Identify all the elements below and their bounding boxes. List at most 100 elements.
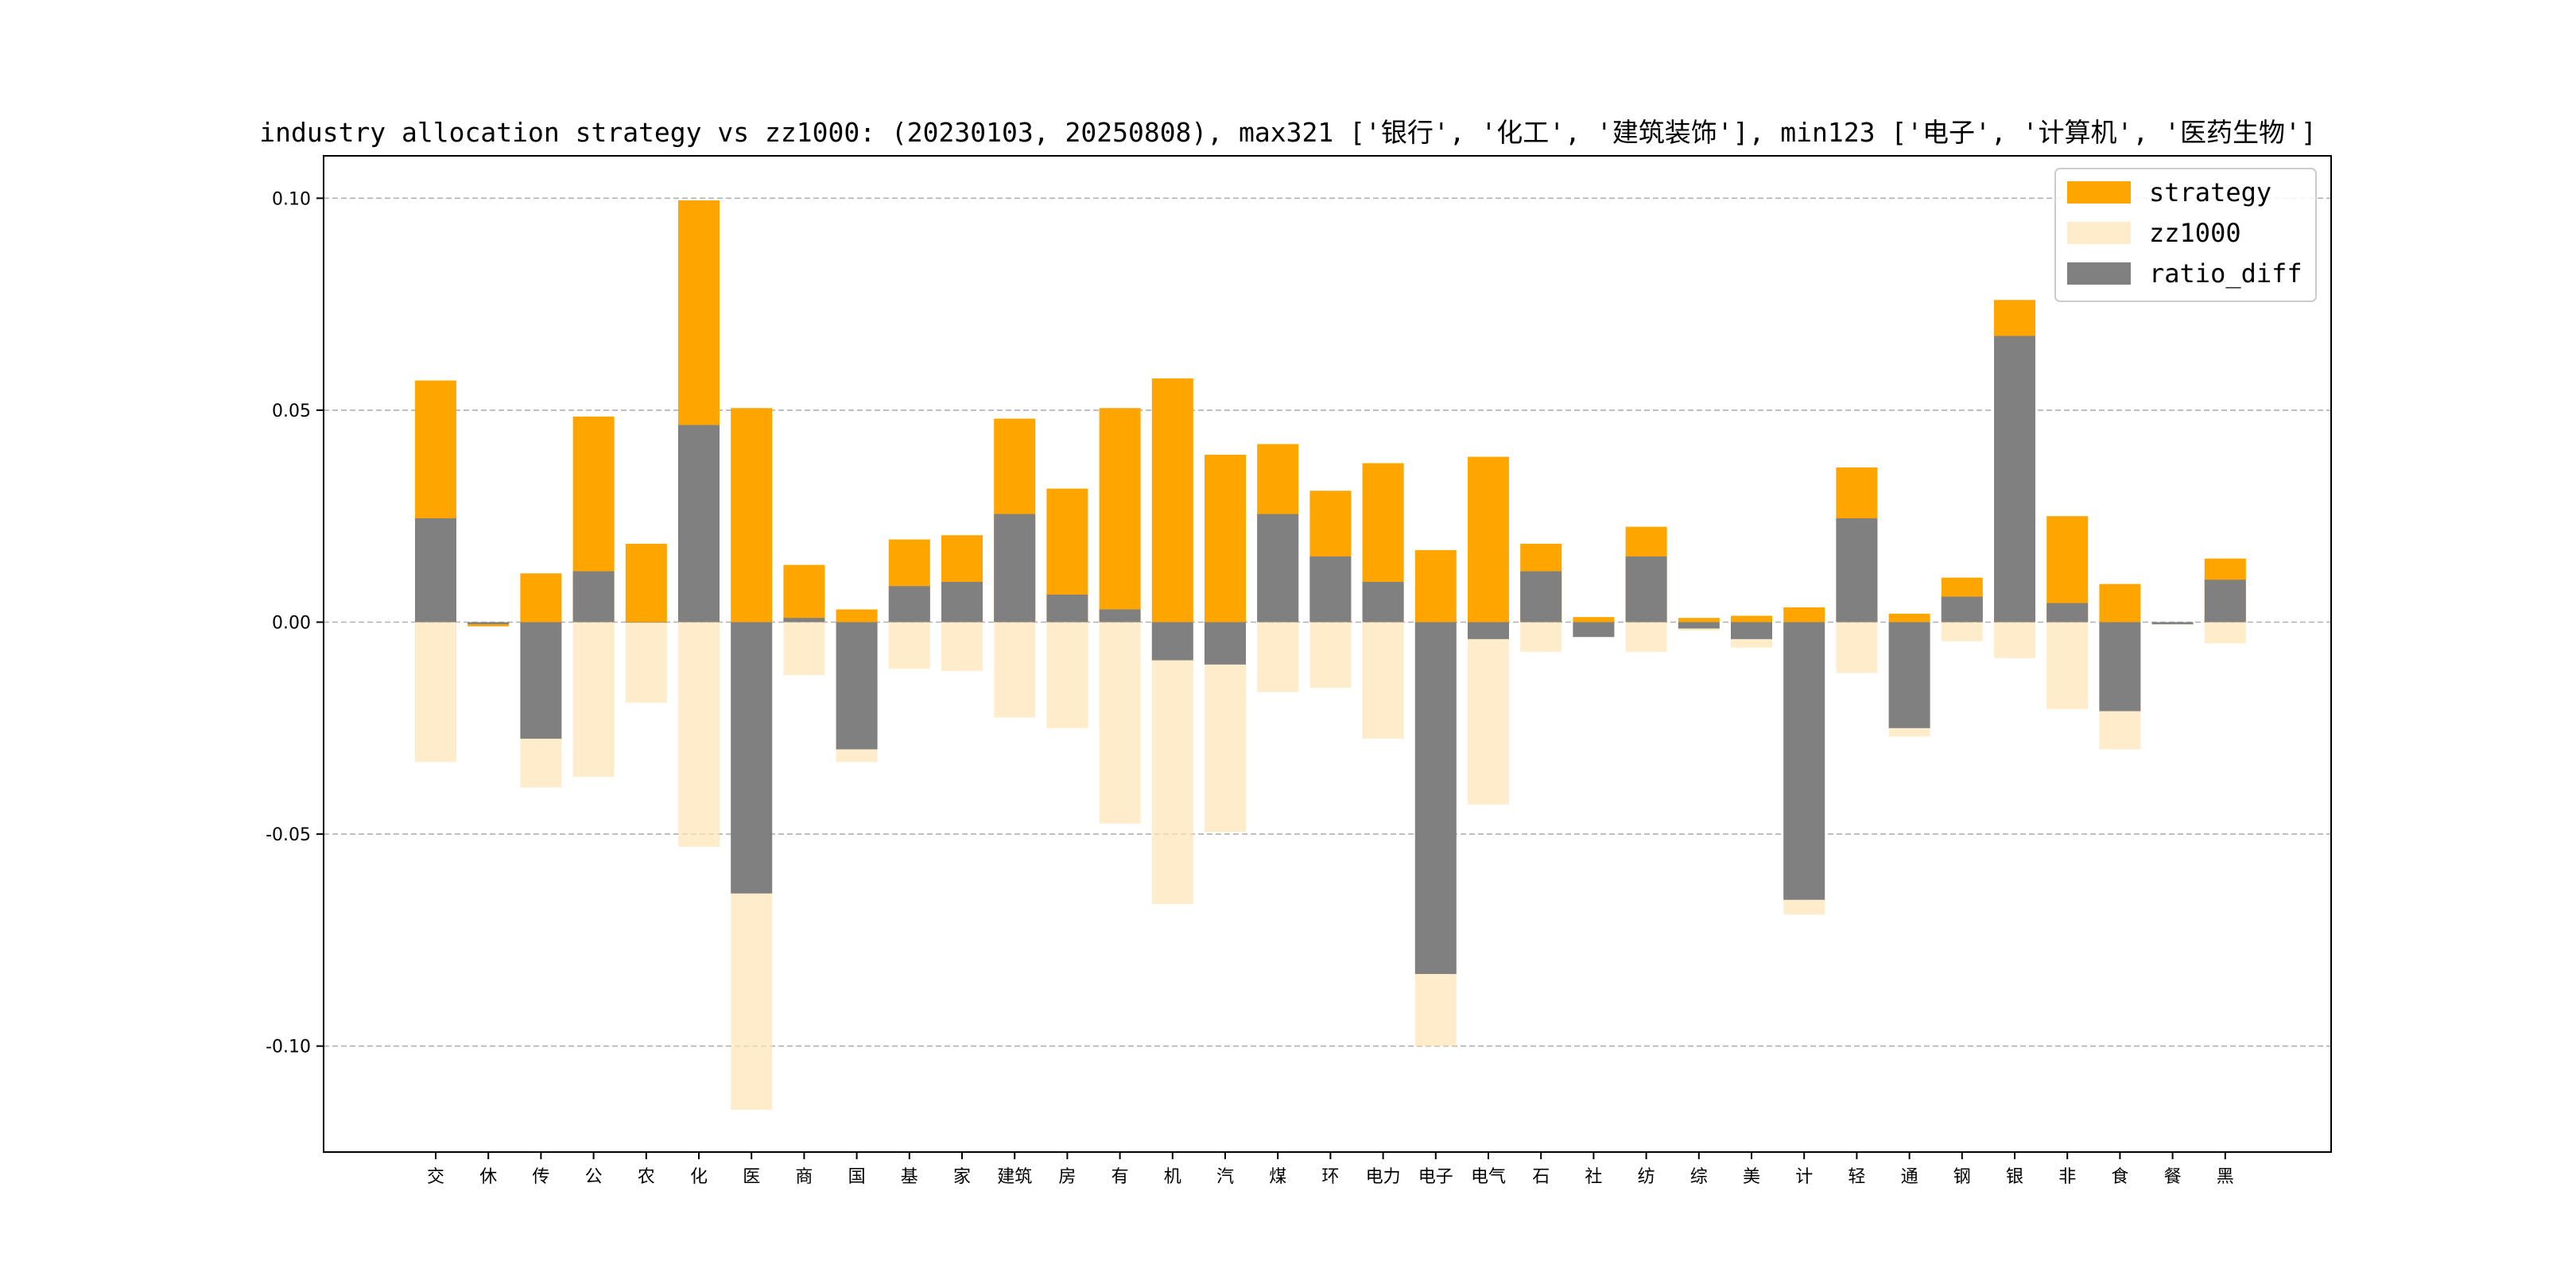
bar-ratio_diff bbox=[1151, 622, 1193, 661]
bar-zz1000 bbox=[1257, 622, 1299, 692]
bar-ratio_diff bbox=[2046, 603, 2089, 623]
bar-zz1000 bbox=[1941, 622, 1983, 642]
bar-ratio_diff bbox=[1099, 609, 1141, 623]
bar-strategy bbox=[1151, 378, 1193, 623]
bar-zz1000 bbox=[1309, 622, 1352, 689]
x-tick-label: 建筑 bbox=[997, 1167, 1032, 1187]
x-tick-label: 轻 bbox=[1848, 1167, 1865, 1187]
bar-strategy bbox=[1888, 613, 1930, 623]
bar-zz1000 bbox=[625, 622, 667, 703]
bar-ratio_diff bbox=[1046, 594, 1088, 623]
legend: strategy zz1000 ratio_diff bbox=[2054, 168, 2317, 302]
bar-ratio_diff bbox=[1625, 556, 1667, 623]
y-tick-label: 0.10 bbox=[272, 189, 311, 209]
x-tick-label: 美 bbox=[1743, 1167, 1760, 1187]
bar-zz1000 bbox=[678, 622, 720, 848]
x-tick-label: 环 bbox=[1321, 1167, 1339, 1187]
bar-zz1000 bbox=[783, 622, 825, 676]
bar-strategy bbox=[1573, 617, 1615, 623]
y-tick-label: -0.10 bbox=[266, 1038, 311, 1057]
x-tick-label: 休 bbox=[479, 1167, 497, 1187]
x-tick-label: 公 bbox=[585, 1167, 603, 1187]
bar-ratio_diff bbox=[1678, 622, 1720, 629]
bar-zz1000 bbox=[2204, 622, 2246, 644]
bar-zz1000 bbox=[888, 622, 930, 669]
x-tick-label: 社 bbox=[1585, 1167, 1602, 1187]
bar-ratio_diff bbox=[467, 622, 510, 625]
bar-ratio_diff bbox=[994, 514, 1036, 623]
bar-zz1000 bbox=[941, 622, 983, 671]
legend-label: ratio_diff bbox=[2149, 258, 2302, 289]
bar-ratio_diff bbox=[2151, 622, 2194, 625]
bar-ratio_diff bbox=[1414, 622, 1457, 975]
x-tick-label: 机 bbox=[1164, 1167, 1181, 1187]
bar-strategy bbox=[2099, 584, 2141, 623]
bar-strategy bbox=[520, 573, 562, 623]
y-tick-label: 0.05 bbox=[272, 402, 311, 421]
bar-ratio_diff bbox=[2099, 622, 2141, 712]
bar-ratio_diff bbox=[941, 581, 983, 623]
bar-ratio_diff bbox=[1941, 596, 1983, 623]
bar-strategy bbox=[1414, 549, 1457, 623]
bar-ratio_diff bbox=[1731, 622, 1772, 639]
bars bbox=[415, 200, 2246, 1110]
bar-ratio_diff bbox=[572, 571, 615, 623]
bar-ratio_diff bbox=[1468, 622, 1509, 639]
x-tick-label: 非 bbox=[2058, 1167, 2076, 1187]
x-tick-label: 化 bbox=[690, 1167, 708, 1187]
x-tick-label: 交 bbox=[427, 1167, 444, 1187]
x-tick-label: 有 bbox=[1111, 1167, 1129, 1187]
bar-ratio_diff bbox=[1205, 622, 1246, 665]
bar-zz1000 bbox=[572, 622, 615, 778]
legend-swatch bbox=[2067, 222, 2131, 244]
bar-ratio_diff bbox=[1836, 518, 1878, 623]
x-tick-label: 银 bbox=[2006, 1167, 2023, 1187]
x-tick-label: 电力 bbox=[1366, 1167, 1401, 1187]
legend-swatch bbox=[2067, 181, 2131, 204]
bar-zz1000 bbox=[1362, 622, 1404, 739]
bar-ratio_diff bbox=[1257, 514, 1299, 623]
bar-strategy bbox=[625, 543, 667, 623]
bar-ratio_diff bbox=[1888, 622, 1930, 728]
bar-zz1000 bbox=[1099, 622, 1141, 824]
bar-ratio_diff bbox=[1362, 581, 1404, 623]
bar-zz1000 bbox=[1520, 622, 1562, 652]
bar-zz1000 bbox=[415, 622, 456, 762]
bar-ratio_diff bbox=[1520, 571, 1562, 623]
x-tick-label: 石 bbox=[1532, 1167, 1550, 1187]
bar-ratio_diff bbox=[415, 518, 456, 623]
x-tick-label: 医 bbox=[743, 1167, 760, 1187]
bar-ratio_diff bbox=[520, 622, 562, 739]
bar-ratio_diff bbox=[731, 622, 773, 894]
x-tick-label: 煤 bbox=[1269, 1167, 1286, 1187]
legend-label: zz1000 bbox=[2149, 218, 2241, 248]
bar-ratio_diff bbox=[888, 586, 930, 623]
x-tick-label: 基 bbox=[901, 1167, 918, 1187]
x-tick-label: 电气 bbox=[1471, 1167, 1506, 1187]
x-tick-label: 通 bbox=[1901, 1167, 1918, 1187]
legend-swatch bbox=[2067, 262, 2131, 285]
x-tick-label: 汽 bbox=[1216, 1167, 1234, 1187]
x-tick-label: 房 bbox=[1058, 1167, 1076, 1187]
y-axis: -0.10 -0.05 0.00 0.05 0.10 bbox=[266, 189, 324, 1057]
plot-frame bbox=[323, 155, 2332, 1153]
bar-strategy bbox=[1731, 615, 1772, 623]
bar-strategy bbox=[1468, 456, 1509, 623]
legend-label: strategy bbox=[2149, 177, 2271, 208]
bar-zz1000 bbox=[1836, 622, 1878, 673]
x-tick-label: 农 bbox=[638, 1167, 655, 1187]
bar-zz1000 bbox=[1151, 622, 1193, 905]
bar-strategy bbox=[1099, 408, 1141, 623]
bar-strategy bbox=[731, 408, 773, 623]
x-tick-label: 综 bbox=[1690, 1167, 1708, 1187]
x-tick-label: 纺 bbox=[1638, 1167, 1655, 1187]
bar-zz1000 bbox=[1994, 622, 2035, 658]
bar-ratio_diff bbox=[678, 425, 720, 623]
bar-zz1000 bbox=[1046, 622, 1088, 728]
bar-ratio_diff bbox=[1573, 622, 1615, 638]
x-tick-label: 餐 bbox=[2164, 1167, 2182, 1187]
bar-zz1000 bbox=[2046, 622, 2089, 709]
x-tick-label: 国 bbox=[848, 1167, 866, 1187]
x-tick-label: 钢 bbox=[1953, 1167, 1971, 1187]
